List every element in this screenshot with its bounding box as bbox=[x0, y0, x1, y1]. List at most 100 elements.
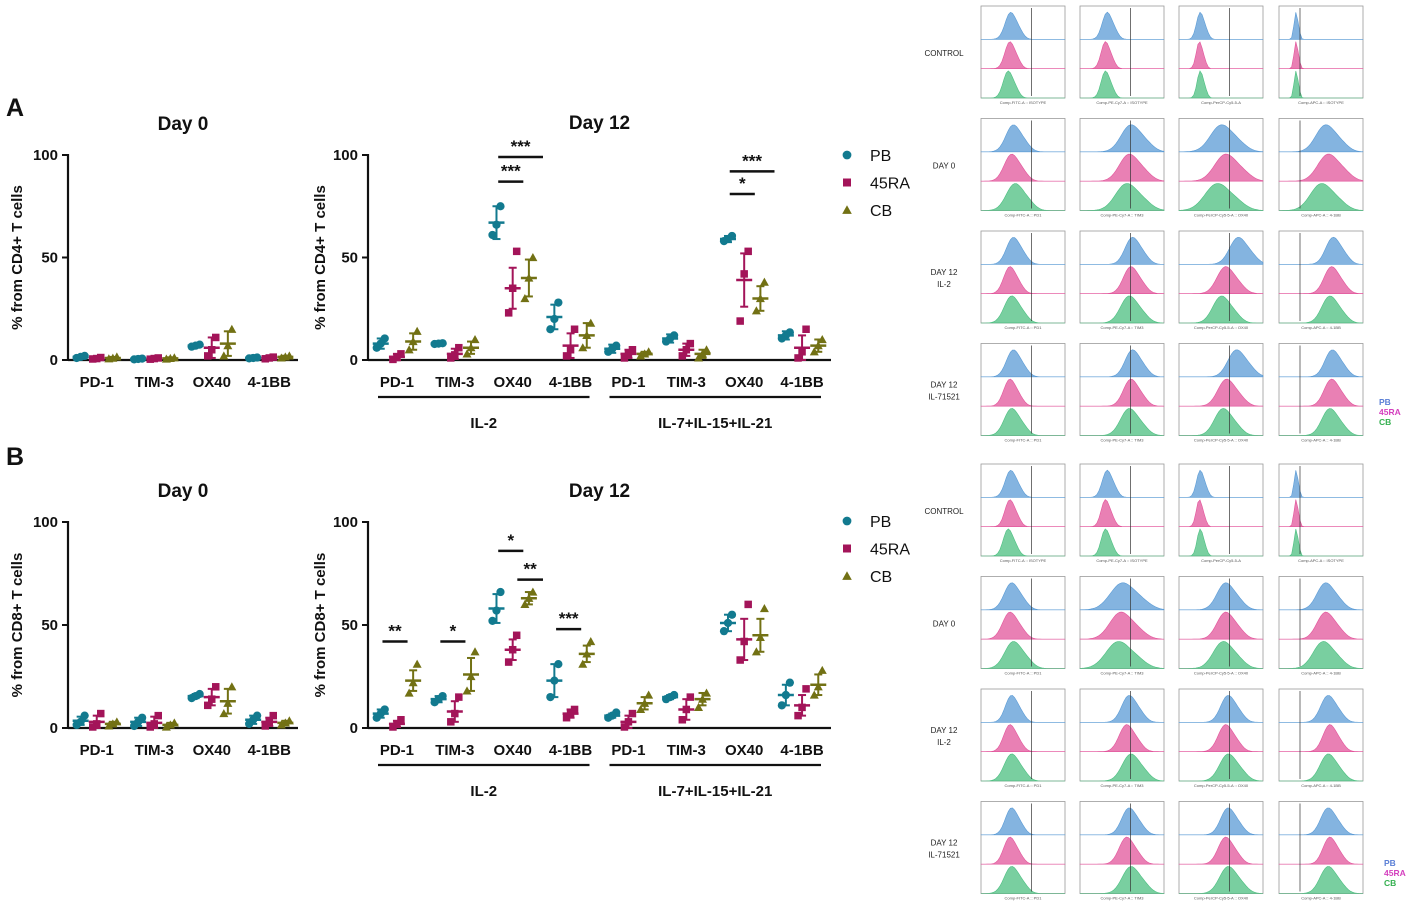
histogram-cb bbox=[1080, 408, 1165, 436]
data-point bbox=[802, 685, 810, 693]
y-axis-label: % from CD8+ T cells bbox=[9, 553, 26, 698]
data-point bbox=[89, 723, 97, 731]
histogram-pb bbox=[1278, 807, 1364, 836]
histogram-pb bbox=[1079, 469, 1165, 498]
x-tick-label: PD-1 bbox=[80, 374, 114, 391]
significance-label: * bbox=[450, 621, 457, 640]
histogram-box: Comp-FITC-A :: PD1 bbox=[980, 576, 1066, 676]
data-point bbox=[694, 702, 704, 711]
histogram-pb bbox=[1278, 695, 1364, 723]
y-tick-label: 50 bbox=[341, 250, 358, 267]
histogram-cb bbox=[1179, 528, 1263, 557]
flow-legend-cb: CB bbox=[1384, 878, 1396, 888]
data-point bbox=[520, 294, 530, 303]
histogram-box: Comp-FITC-A :: ISOTYPE bbox=[980, 5, 1066, 105]
histogram-pb bbox=[1278, 236, 1364, 265]
histogram-45ra bbox=[1079, 41, 1165, 69]
histogram-pb bbox=[1079, 349, 1165, 378]
histogram-axis-label: Comp-PE-Cy7-A :: TIM3 bbox=[1100, 213, 1144, 218]
x-tick-label: TIM-3 bbox=[135, 742, 174, 759]
histogram-box: Comp-FITC-A :: PD1 bbox=[980, 801, 1066, 901]
y-tick-label: 50 bbox=[41, 617, 58, 634]
legend-marker-cb bbox=[842, 205, 852, 214]
histogram-pb bbox=[1079, 582, 1165, 611]
chart-title: Day 0 bbox=[158, 481, 209, 502]
histogram-cb bbox=[1079, 641, 1165, 669]
histogram-cb bbox=[1179, 295, 1263, 324]
histogram-box: Comp-PE-Cy7-A :: TIM3 bbox=[1079, 801, 1165, 901]
flow-legend-cb: CB bbox=[1379, 417, 1391, 427]
histogram-45ra bbox=[1079, 611, 1165, 640]
data-point bbox=[212, 683, 220, 691]
histogram-cb bbox=[1279, 183, 1364, 211]
histogram-box: Comp-FITC-A :: PD1 bbox=[980, 230, 1066, 330]
histogram-box: Comp-PE-Cy7-A :: ISOTYPE bbox=[1079, 463, 1165, 563]
histogram-45ra bbox=[1278, 724, 1364, 752]
histogram-cb bbox=[1279, 295, 1364, 324]
histogram-pb bbox=[1079, 807, 1165, 836]
histogram-axis-label: Comp-FITC-A :: PD1 bbox=[1005, 783, 1043, 788]
histogram-axis-label: Comp-FITC-A :: PD1 bbox=[1005, 438, 1043, 443]
y-tick-label: 0 bbox=[50, 720, 58, 737]
histogram-45ra bbox=[1079, 836, 1165, 865]
x-tick-label: PD-1 bbox=[611, 742, 645, 759]
flow-row-label: DAY 0 bbox=[933, 620, 956, 629]
histogram-box: Comp-FITC-A :: PD1 bbox=[980, 118, 1066, 218]
histogram-frame bbox=[980, 463, 1066, 557]
flow-row: DAY 0 Comp-FITC-A :: PD1 Comp-PE-Cy7-A :: … bbox=[933, 576, 1364, 676]
x-tick-label: TIM-3 bbox=[435, 742, 474, 759]
x-tick-label: OX40 bbox=[193, 742, 231, 759]
flow-row-label: DAY 12 bbox=[931, 268, 958, 277]
x-tick-label: OX40 bbox=[725, 742, 763, 759]
histogram-axis-label: Comp-PerCP-Cy5-5-A :: OX40 bbox=[1194, 671, 1249, 676]
flow-legend-pb: PB bbox=[1379, 397, 1391, 407]
y-tick-label: 50 bbox=[341, 617, 358, 634]
y-tick-label: 50 bbox=[41, 250, 58, 267]
histogram-pb bbox=[980, 807, 1066, 836]
flow-legend-45ra: 45RA bbox=[1384, 868, 1406, 878]
histogram-frame bbox=[1079, 463, 1165, 557]
histogram-box: Comp-PerCP-Cy5-5-A :: OX40 bbox=[1178, 118, 1264, 218]
histogram-pb bbox=[1278, 124, 1364, 153]
significance-label: * bbox=[507, 531, 514, 550]
histogram-45ra bbox=[980, 266, 1066, 294]
histogram-frame bbox=[1278, 688, 1364, 782]
histogram-pb bbox=[1178, 124, 1264, 153]
series-cb bbox=[104, 324, 294, 363]
histogram-axis-label: Comp-APC-A :: ISOTYPE bbox=[1298, 100, 1344, 105]
histogram-box: Comp-PE-Cy7-A :: TIM3 bbox=[1079, 576, 1165, 676]
histogram-cb bbox=[981, 295, 1065, 324]
histogram-45ra bbox=[980, 153, 1066, 182]
histogram-45ra bbox=[980, 724, 1066, 752]
histogram-box: Comp-APC-A :: ISOTYPE bbox=[1278, 5, 1364, 105]
histogram-box: Comp-APC-A :: 4-1BB bbox=[1278, 801, 1364, 901]
histogram-axis-label: Comp-FITC-A :: PD1 bbox=[1005, 896, 1043, 901]
histogram-pb bbox=[980, 237, 1066, 265]
histogram-cb bbox=[1179, 753, 1264, 782]
histogram-axis-label: Comp-APC-A :: 4-1BB bbox=[1301, 325, 1341, 330]
significance-label: *** bbox=[511, 137, 531, 156]
histogram-pb bbox=[1178, 695, 1264, 723]
data-point bbox=[794, 354, 802, 362]
data-point bbox=[802, 325, 810, 333]
chart-1: Day 0 % from CD4+ T cells 0 50 100 PD-1 TIM-3 O… bbox=[9, 114, 298, 391]
histogram-pb bbox=[1278, 582, 1364, 611]
histogram-box: Comp-PE-Cy7-A :: TIM3 bbox=[1079, 230, 1165, 330]
x-tick-label: OX40 bbox=[494, 742, 532, 759]
legend-marker-pb bbox=[842, 150, 852, 160]
histogram-45ra bbox=[1278, 499, 1364, 527]
data-point bbox=[470, 647, 480, 656]
histogram-cb bbox=[981, 753, 1065, 782]
histogram-cb bbox=[1279, 70, 1363, 99]
flow-row-label: DAY 12 bbox=[931, 839, 958, 848]
data-point bbox=[628, 709, 637, 718]
histogram-pb bbox=[980, 11, 1066, 40]
legend-label-45ra: 45RA bbox=[870, 176, 910, 193]
series-cb bbox=[404, 587, 827, 714]
histogram-pb bbox=[1079, 695, 1165, 723]
series-45ra bbox=[88, 333, 278, 363]
